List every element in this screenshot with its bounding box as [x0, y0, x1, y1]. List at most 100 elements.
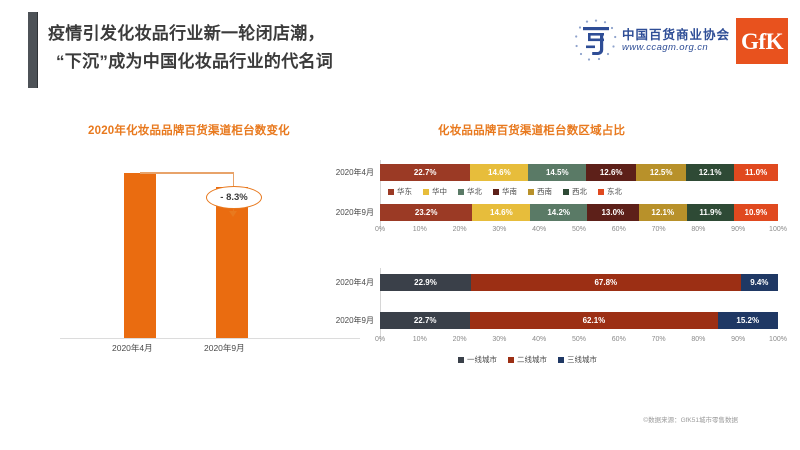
- change-connector-drop: [232, 172, 234, 188]
- tier-legend-item-二线城市[interactable]: 二线城市: [508, 354, 547, 365]
- ccagm-wordmark: 中国百货商业协会 www.ccagm.org.cn: [621, 27, 730, 53]
- left-chart-title: 2020年化妆品品牌百货渠道柜台数变化: [88, 125, 290, 137]
- source-note: ©数据来源：GfK51城市零售数据: [643, 417, 738, 424]
- region-legend-label: 西北: [572, 187, 587, 196]
- tier-tick-10%: 10%: [412, 336, 427, 343]
- tier-legend-label: 一线城市: [467, 355, 497, 364]
- region-legend-item-华中[interactable]: 华中: [423, 186, 447, 197]
- change-connector-line: [140, 172, 234, 174]
- column-bar-2020-04: [124, 173, 156, 338]
- tier-tick-20%: 20%: [452, 336, 467, 343]
- title-accent-bar: [28, 12, 38, 88]
- tier-segment-三线城市: 9.4%: [740, 274, 778, 291]
- region-row-label-2020-09: 2020年9月: [335, 208, 374, 217]
- tier-tick-100%: 100%: [769, 336, 787, 343]
- tier-tick-40%: 40%: [532, 336, 547, 343]
- region-tick-80%: 80%: [691, 226, 706, 233]
- tier-tick-30%: 30%: [492, 336, 507, 343]
- region-row-2020-09: 2020年9月 23.2% 14.6% 14.2% 13.0% 12.1% 11.9% 10…: [318, 204, 788, 221]
- tier-axis-ticks: 0% 10% 20% 30% 40% 50% 60% 70% 80% 90% 100%: [375, 336, 787, 350]
- region-segment-华中: 14.6%: [472, 204, 531, 221]
- tier-tick-60%: 60%: [611, 336, 626, 343]
- region-tick-90%: 90%: [731, 226, 746, 233]
- column-xlabel-2020-04: 2020年4月: [112, 343, 153, 353]
- right-chart-title: 化妆品品牌百货渠道柜台数区域占比: [438, 125, 626, 137]
- region-legend: 华东 华中 华北 华南 西南 西北 东北: [388, 186, 622, 197]
- legend-swatch-icon: [423, 188, 429, 195]
- city-tier-share-chart: 2020年4月 22.9% 67.8% 9.4% 2020年9月 22.7% 62.1…: [318, 268, 788, 376]
- region-segment-华北: 14.5%: [528, 164, 587, 181]
- region-segment-东北: 11.0%: [734, 164, 778, 181]
- ccagm-logo: 中国百货商业协会 www.ccagm.org.cn: [574, 18, 730, 64]
- region-bar-track-2020-09: 23.2% 14.6% 14.2% 13.0% 12.1% 11.9% 10.9%: [380, 204, 778, 221]
- title-line-1: 疫情引发化妆品行业新一轮闭店潮，: [48, 24, 325, 43]
- legend-swatch-icon: [558, 356, 564, 363]
- region-segment-西南: 12.5%: [636, 164, 687, 181]
- region-legend-item-西南[interactable]: 西南: [528, 186, 552, 197]
- column-chart-axis: 2020年4月 2020年9月: [60, 342, 360, 358]
- tier-segment-二线城市: 67.8%: [471, 274, 741, 291]
- tier-segment-二线城市: 62.1%: [470, 312, 718, 329]
- tier-legend-item-一线城市[interactable]: 一线城市: [458, 354, 497, 365]
- gfk-wordmark: GfK: [741, 28, 783, 54]
- legend-swatch-icon: [528, 188, 534, 195]
- region-legend-item-华南[interactable]: 华南: [493, 186, 517, 197]
- page-title: 疫情引发化妆品行业新一轮闭店潮， “下沉”成为中国化妆品行业的代名词: [48, 20, 528, 76]
- tier-row-2020-09: 2020年9月 22.7% 62.1% 15.2%: [318, 312, 788, 329]
- tier-legend: 一线城市 二线城市 三线城市: [458, 354, 597, 365]
- region-legend-label: 东北: [607, 187, 622, 196]
- region-segment-西南: 12.1%: [638, 204, 687, 221]
- region-segment-华东: 23.2%: [380, 204, 473, 221]
- region-legend-item-东北[interactable]: 东北: [598, 186, 622, 197]
- legend-swatch-icon: [388, 188, 394, 195]
- region-legend-label: 西南: [537, 187, 552, 196]
- title-line-2: “下沉”成为中国化妆品行业的代名词: [56, 52, 334, 71]
- tier-legend-item-三线城市[interactable]: 三线城市: [558, 354, 597, 365]
- region-tick-0%: 0%: [374, 226, 386, 233]
- region-tick-100%: 100%: [769, 226, 787, 233]
- tier-axis-line: [380, 268, 381, 342]
- tier-tick-90%: 90%: [731, 336, 746, 343]
- column-chart-plot: - 8.3%: [60, 150, 360, 339]
- ccagm-url: www.ccagm.org.cn: [621, 41, 709, 53]
- tier-bar-track-2020-09: 22.7% 62.1% 15.2%: [380, 312, 778, 329]
- legend-swatch-icon: [493, 188, 499, 195]
- region-row-2020-04: 2020年4月 22.7% 14.6% 14.5% 12.6% 12.5% 12.1% 11…: [318, 164, 788, 181]
- region-segment-东北: 10.9%: [734, 204, 778, 221]
- region-axis-line: [380, 160, 381, 232]
- region-segment-西北: 11.9%: [686, 204, 735, 221]
- logo-group: 中国百货商业协会 www.ccagm.org.cn GfK: [574, 18, 788, 64]
- tier-row-label-2020-04: 2020年4月: [335, 278, 374, 287]
- region-legend-label: 华南: [502, 187, 517, 196]
- tier-row-label-2020-09: 2020年9月: [335, 316, 374, 325]
- region-tick-70%: 70%: [651, 226, 666, 233]
- legend-swatch-icon: [563, 188, 569, 195]
- region-tick-30%: 30%: [492, 226, 507, 233]
- ccagm-emblem-icon: [574, 18, 618, 64]
- legend-swatch-icon: [508, 356, 514, 363]
- region-tick-40%: 40%: [532, 226, 547, 233]
- region-bar-track-2020-04: 22.7% 14.6% 14.5% 12.6% 12.5% 12.1% 11.0%: [380, 164, 778, 181]
- region-row-label-2020-04: 2020年4月: [335, 168, 374, 177]
- change-callout-badge: - 8.3%: [206, 186, 262, 209]
- region-axis-ticks: 0% 10% 20% 30% 40% 50% 60% 70% 80% 90% 100%: [375, 226, 787, 240]
- slide-header: 疫情引发化妆品行业新一轮闭店潮， “下沉”成为中国化妆品行业的代名词: [0, 0, 800, 96]
- tier-legend-label: 三线城市: [567, 355, 597, 364]
- region-legend-item-华东[interactable]: 华东: [388, 186, 412, 197]
- tier-tick-50%: 50%: [571, 336, 587, 343]
- tier-tick-80%: 80%: [691, 336, 706, 343]
- column-xlabel-2020-09: 2020年9月: [204, 343, 245, 353]
- region-legend-item-华北[interactable]: 华北: [458, 186, 482, 197]
- region-share-chart: 2020年4月 22.7% 14.6% 14.5% 12.6% 12.5% 12.1% 11…: [318, 160, 788, 250]
- legend-swatch-icon: [458, 188, 464, 195]
- region-legend-item-西北[interactable]: 西北: [563, 186, 587, 197]
- region-segment-华中: 14.6%: [470, 164, 529, 181]
- ccagm-name: 中国百货商业协会: [621, 27, 730, 42]
- tier-segment-三线城市: 15.2%: [717, 312, 778, 329]
- region-legend-label: 华北: [467, 187, 482, 196]
- region-tick-20%: 20%: [452, 226, 467, 233]
- region-segment-华南: 12.6%: [586, 164, 637, 181]
- tier-legend-label: 二线城市: [517, 355, 547, 364]
- region-legend-label: 华中: [432, 187, 447, 196]
